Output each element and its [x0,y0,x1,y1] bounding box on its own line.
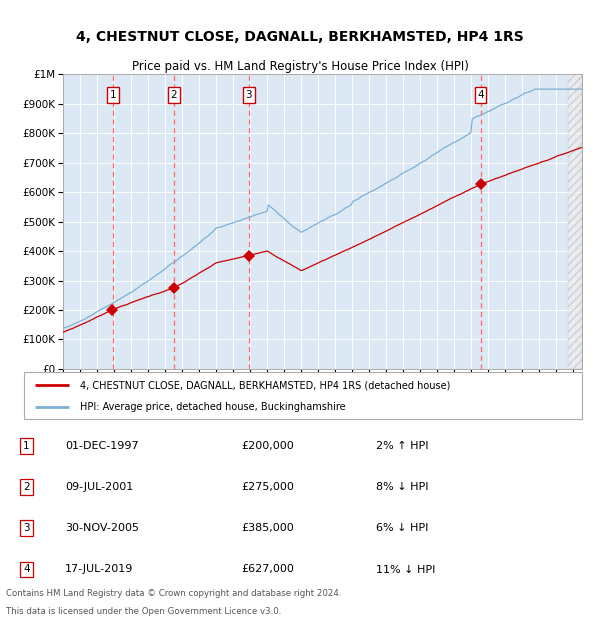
Text: 11% ↓ HPI: 11% ↓ HPI [376,564,436,575]
Text: 2: 2 [170,90,177,100]
Text: 8% ↓ HPI: 8% ↓ HPI [376,482,429,492]
Text: 4, CHESTNUT CLOSE, DAGNALL, BERKHAMSTED, HP4 1RS (detached house): 4, CHESTNUT CLOSE, DAGNALL, BERKHAMSTED,… [80,380,450,390]
Text: 4, CHESTNUT CLOSE, DAGNALL, BERKHAMSTED, HP4 1RS: 4, CHESTNUT CLOSE, DAGNALL, BERKHAMSTED,… [76,30,524,44]
Text: £200,000: £200,000 [241,441,294,451]
Text: 2% ↑ HPI: 2% ↑ HPI [376,441,429,451]
Text: £275,000: £275,000 [241,482,294,492]
Text: 1: 1 [109,90,116,100]
Text: 3: 3 [23,523,30,533]
FancyBboxPatch shape [24,372,582,419]
Text: 1: 1 [23,441,30,451]
Text: This data is licensed under the Open Government Licence v3.0.: This data is licensed under the Open Gov… [6,607,281,616]
Text: Price paid vs. HM Land Registry's House Price Index (HPI): Price paid vs. HM Land Registry's House … [131,61,469,73]
Text: 30-NOV-2005: 30-NOV-2005 [65,523,139,533]
Text: 4: 4 [477,90,484,100]
Text: HPI: Average price, detached house, Buckinghamshire: HPI: Average price, detached house, Buck… [80,402,346,412]
Text: £627,000: £627,000 [241,564,294,575]
Text: 3: 3 [245,90,252,100]
Text: 2: 2 [23,482,30,492]
Text: Contains HM Land Registry data © Crown copyright and database right 2024.: Contains HM Land Registry data © Crown c… [6,589,341,598]
Text: 6% ↓ HPI: 6% ↓ HPI [376,523,429,533]
Text: 17-JUL-2019: 17-JUL-2019 [65,564,133,575]
Text: £385,000: £385,000 [241,523,294,533]
Text: 4: 4 [23,564,30,575]
Text: 01-DEC-1997: 01-DEC-1997 [65,441,139,451]
Text: 09-JUL-2001: 09-JUL-2001 [65,482,133,492]
